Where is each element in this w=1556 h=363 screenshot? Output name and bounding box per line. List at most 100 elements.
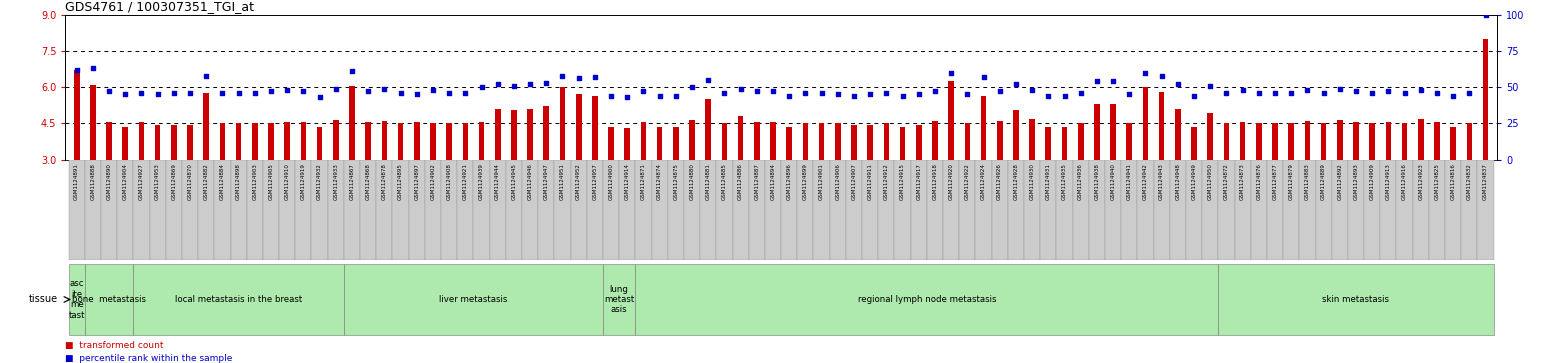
- Text: tissue: tissue: [28, 294, 58, 305]
- Text: GSM1124938: GSM1124938: [1094, 163, 1100, 200]
- Bar: [506, 160, 521, 260]
- Bar: [674, 127, 678, 160]
- Bar: [296, 160, 311, 260]
- Point: [1408, 87, 1433, 93]
- Bar: [733, 160, 748, 260]
- Bar: [1046, 127, 1052, 160]
- Bar: [803, 123, 808, 160]
- Bar: [576, 94, 582, 160]
- Point: [874, 90, 899, 96]
- Bar: [527, 109, 534, 160]
- Bar: [668, 160, 685, 260]
- Bar: [149, 160, 166, 260]
- Text: GSM1124928: GSM1124928: [1013, 163, 1019, 200]
- Point: [857, 91, 882, 97]
- Bar: [311, 160, 328, 260]
- Bar: [1267, 160, 1284, 260]
- Bar: [106, 122, 112, 160]
- Text: GSM1124912: GSM1124912: [884, 163, 888, 200]
- Bar: [1304, 121, 1310, 160]
- Text: GSM1124944: GSM1124944: [495, 163, 499, 200]
- Point: [1327, 86, 1352, 91]
- Point: [226, 90, 251, 96]
- Bar: [392, 160, 409, 260]
- Bar: [1078, 123, 1083, 160]
- Bar: [510, 110, 517, 160]
- Bar: [1466, 123, 1472, 160]
- Point: [258, 89, 283, 94]
- Bar: [344, 160, 359, 260]
- Text: GSM1124943: GSM1124943: [1159, 163, 1164, 200]
- Point: [551, 73, 576, 78]
- Text: GSM1124949: GSM1124949: [1192, 163, 1197, 200]
- Bar: [429, 123, 436, 160]
- Point: [794, 90, 818, 96]
- Text: GSM1124897: GSM1124897: [414, 163, 419, 200]
- Bar: [1315, 160, 1332, 260]
- Point: [1019, 87, 1044, 93]
- Text: GSM1124909: GSM1124909: [1369, 163, 1374, 200]
- Bar: [1435, 122, 1439, 160]
- Point: [324, 86, 349, 91]
- Bar: [1380, 160, 1396, 260]
- Bar: [187, 125, 193, 160]
- Bar: [965, 123, 971, 160]
- Point: [696, 77, 720, 83]
- Text: GSM1124941: GSM1124941: [1127, 163, 1131, 200]
- Bar: [204, 93, 209, 160]
- Bar: [1354, 122, 1358, 160]
- Bar: [268, 123, 274, 160]
- Text: local metastasis in the breast: local metastasis in the breast: [174, 295, 302, 304]
- Text: GSM1124911: GSM1124911: [868, 163, 873, 200]
- Bar: [1369, 123, 1376, 160]
- Bar: [1013, 110, 1019, 160]
- Bar: [1024, 160, 1041, 260]
- Bar: [1461, 160, 1478, 260]
- Text: GSM1124913: GSM1124913: [1386, 163, 1391, 200]
- Text: GSM1124939: GSM1124939: [479, 163, 484, 200]
- Bar: [722, 123, 727, 160]
- Text: GSM1124936: GSM1124936: [1078, 163, 1083, 200]
- Point: [291, 89, 316, 94]
- Text: GSM1124946: GSM1124946: [527, 163, 532, 200]
- Text: GSM1124891: GSM1124891: [75, 163, 79, 200]
- Bar: [608, 127, 615, 160]
- Bar: [829, 160, 846, 260]
- Bar: [766, 160, 781, 260]
- Point: [81, 65, 106, 71]
- Bar: [910, 160, 927, 260]
- Text: GSM1124816: GSM1124816: [1450, 163, 1456, 200]
- Text: GSM1124917: GSM1124917: [916, 163, 921, 200]
- Bar: [635, 160, 652, 260]
- Bar: [1111, 104, 1116, 160]
- Bar: [377, 160, 392, 260]
- Bar: [1008, 160, 1024, 260]
- Bar: [1153, 160, 1170, 260]
- Bar: [560, 87, 565, 160]
- Bar: [781, 160, 797, 260]
- Text: GSM1124870: GSM1124870: [188, 163, 193, 200]
- Bar: [1094, 104, 1100, 160]
- Bar: [138, 122, 145, 160]
- Bar: [1137, 160, 1153, 260]
- Bar: [846, 160, 862, 260]
- Bar: [976, 160, 991, 260]
- Bar: [1385, 122, 1391, 160]
- Bar: [836, 123, 840, 160]
- Text: GSM1124916: GSM1124916: [1402, 163, 1407, 200]
- Bar: [878, 160, 895, 260]
- Bar: [1418, 119, 1424, 160]
- Bar: [344, 264, 604, 335]
- Bar: [462, 123, 468, 160]
- Bar: [68, 160, 84, 260]
- Point: [890, 93, 915, 99]
- Bar: [755, 122, 759, 160]
- Text: GSM1124919: GSM1124919: [300, 163, 307, 200]
- Point: [1150, 73, 1175, 78]
- Point: [809, 90, 834, 96]
- Bar: [1299, 160, 1315, 260]
- Bar: [814, 160, 829, 260]
- Bar: [1251, 160, 1267, 260]
- Text: GSM1124876: GSM1124876: [1256, 163, 1262, 200]
- Point: [275, 87, 300, 93]
